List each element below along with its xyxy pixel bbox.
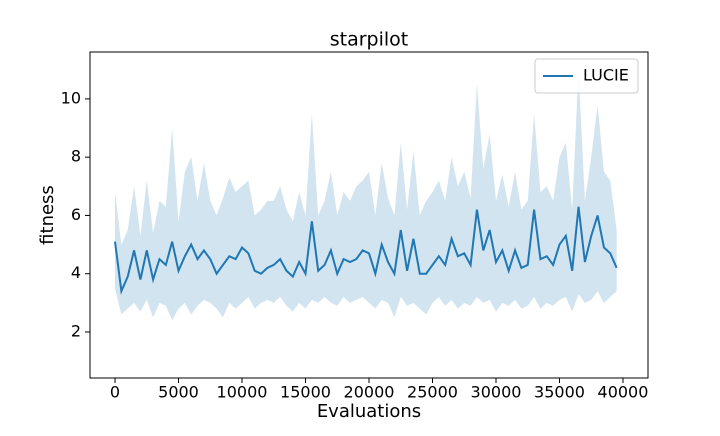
x-tick-label: 0 <box>110 383 120 402</box>
x-tick-label: 5000 <box>158 383 199 402</box>
confidence-band <box>115 69 617 321</box>
y-tick-label: 8 <box>71 147 81 166</box>
y-tick-label: 6 <box>71 205 81 224</box>
y-axis-label: fitness <box>37 185 58 245</box>
y-tick-label: 10 <box>61 88 81 107</box>
x-tick-label: 15000 <box>280 383 331 402</box>
line <box>114 206 618 295</box>
x-tick-label: 30000 <box>471 383 522 402</box>
chart-title: starpilot <box>330 29 409 51</box>
y-tick-label: 2 <box>71 321 81 340</box>
x-tick-label: 35000 <box>534 383 585 402</box>
legend-box <box>534 58 639 94</box>
x-axis-label: Evaluations <box>317 401 421 422</box>
y-tick-label: 4 <box>71 263 81 282</box>
x-tick-label: 20000 <box>344 383 395 402</box>
x-tick-label: 40000 <box>598 383 649 402</box>
legend-label: LUCIE <box>583 66 629 85</box>
x-tick-label: 10000 <box>217 383 268 402</box>
x-tick-label: 25000 <box>407 383 458 402</box>
